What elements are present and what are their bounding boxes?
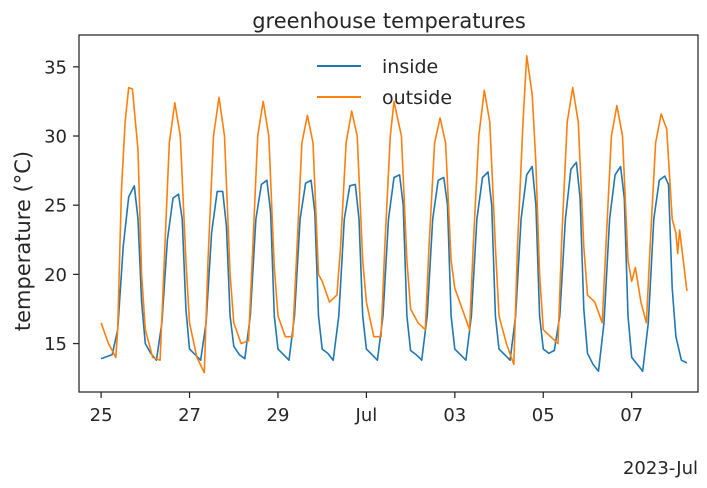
- x-axis: 25 27 29 Jul 03 05 07: [90, 392, 643, 426]
- x-tick-label: 07: [620, 405, 643, 426]
- y-tick-label: 25: [44, 196, 67, 217]
- y-tick-label: 35: [44, 57, 67, 78]
- x-tick-label: 05: [532, 405, 555, 426]
- legend-label-outside: outside: [382, 87, 452, 109]
- y-axis-label: temperature (°C): [11, 151, 35, 331]
- x-tick-label: 29: [267, 405, 290, 426]
- y-tick-label: 20: [44, 265, 67, 286]
- y-tick-label: 15: [44, 334, 67, 355]
- series-layer: [100, 55, 688, 374]
- y-tick-label: 30: [44, 127, 67, 148]
- x-tick-label: 27: [178, 405, 201, 426]
- legend: inside outside: [317, 56, 452, 109]
- y-axis: 15 20 25 30 35: [44, 57, 79, 355]
- legend-label-inside: inside: [382, 56, 438, 78]
- x-tick-label: 25: [90, 405, 113, 426]
- chart-title: greenhouse temperatures: [252, 9, 526, 33]
- x-tick-label: Jul: [355, 405, 378, 426]
- x-offset-label: 2023-Jul: [623, 458, 698, 479]
- plot-frame: [78, 34, 699, 393]
- x-tick-label: 03: [443, 405, 466, 426]
- series-line-outside: [100, 55, 688, 374]
- series-line-inside: [100, 161, 688, 372]
